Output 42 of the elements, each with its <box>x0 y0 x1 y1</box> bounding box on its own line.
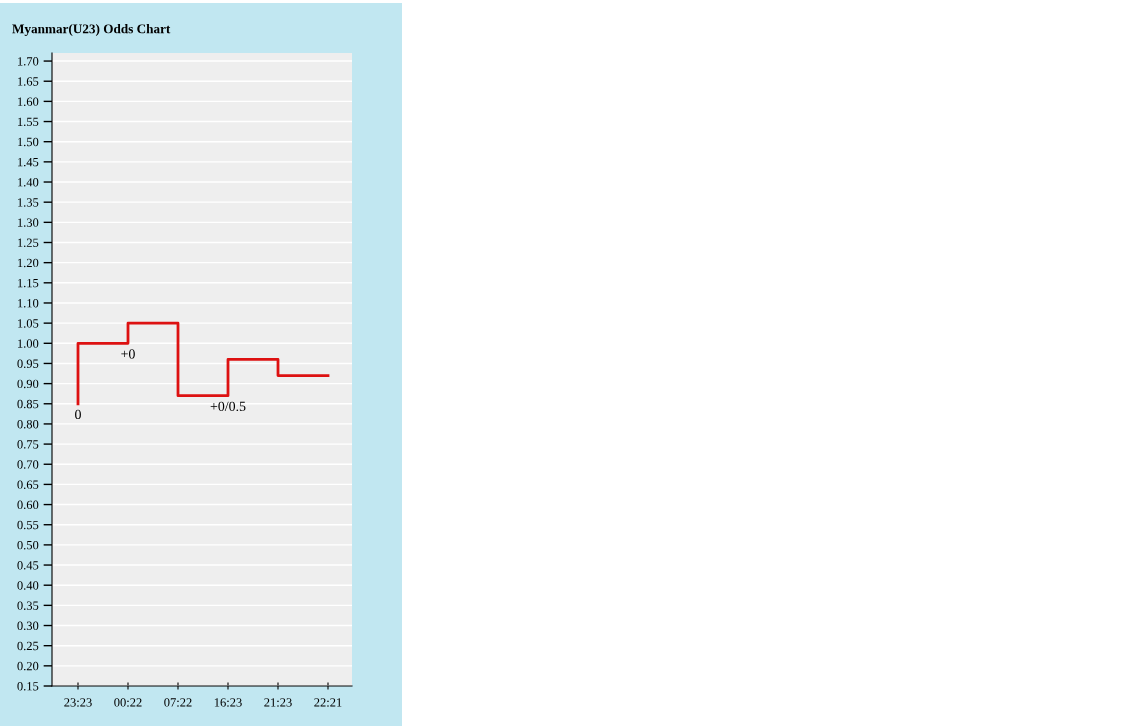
annotation: +0/0.5 <box>210 401 246 412</box>
y-tick-label: 0.80 <box>17 419 39 429</box>
y-tick-label: 1.50 <box>18 137 39 147</box>
y-tick-label: 1.00 <box>18 339 39 348</box>
y-tick-label: 1.20 <box>18 258 39 268</box>
annotation: 0 <box>75 409 81 420</box>
x-tick-label: 23:23 <box>64 698 92 707</box>
x-tick-label: 21:23 <box>264 698 292 707</box>
y-tick-label: 1.35 <box>18 198 39 207</box>
y-tick-label: 1.70 <box>18 57 39 66</box>
y-tick-label: 1.40 <box>18 178 39 187</box>
x-tick-label: 07:22 <box>164 698 192 707</box>
x-tick-label: 16:23 <box>214 698 242 707</box>
chart-title: Myanmar(U23) Odds Chart <box>12 24 171 36</box>
y-tick-label: 1.45 <box>18 157 39 167</box>
y-tick-label: 0.90 <box>17 379 39 389</box>
y-tick-label: 0.15 <box>17 682 39 691</box>
y-tick-label: 0.55 <box>17 520 39 530</box>
y-tick-label: 1.05 <box>18 319 39 328</box>
y-tick-label: 0.60 <box>17 500 39 510</box>
y-tick-label: 1.60 <box>18 97 39 106</box>
y-tick-label: 0.70 <box>17 460 39 469</box>
x-tick-label: 22:21 <box>314 698 342 707</box>
y-tick-label: 1.10 <box>18 299 39 308</box>
y-tick-label: 0.75 <box>17 440 39 449</box>
y-tick-label: 0.95 <box>17 359 39 368</box>
y-tick-label: 0.65 <box>17 480 39 489</box>
y-tick-label: 0.35 <box>17 601 39 610</box>
y-tick-label: 1.30 <box>18 218 39 227</box>
x-tick-label: 00:22 <box>114 698 142 707</box>
y-tick-label: 0.45 <box>17 561 39 570</box>
y-tick-label: 1.15 <box>18 278 39 288</box>
y-tick-label: 0.40 <box>17 581 39 590</box>
y-tick-label: 1.65 <box>18 77 39 86</box>
annotation: +0 <box>121 349 135 359</box>
y-tick-label: 0.85 <box>17 399 39 409</box>
y-tick-label: 0.50 <box>17 540 39 550</box>
y-tick-label: 0.20 <box>17 661 39 671</box>
y-tick-label: 0.30 <box>17 621 39 631</box>
y-tick-label: 0.25 <box>17 641 39 651</box>
y-tick-label: 1.55 <box>18 117 39 127</box>
y-tick-label: 1.25 <box>18 238 39 248</box>
